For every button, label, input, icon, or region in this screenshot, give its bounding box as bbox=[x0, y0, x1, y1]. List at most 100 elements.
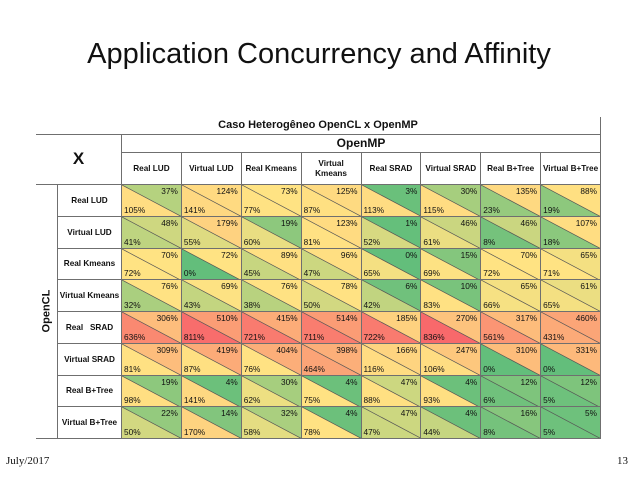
cell-top-value: 96% bbox=[340, 249, 358, 260]
cell-top-value: 61% bbox=[580, 281, 597, 292]
cell-diagonal-line bbox=[541, 280, 600, 312]
cell-diagonal-graphic bbox=[361, 280, 421, 312]
cell-diagonal-graphic bbox=[361, 312, 421, 343]
cell-top-value: 135% bbox=[515, 186, 538, 196]
heatmap-table: Caso Heterogêneo OpenCL x OpenMP X OpenM… bbox=[36, 117, 601, 439]
cell-bottom-value: 38% bbox=[243, 300, 261, 310]
cell-diagonal-graphic bbox=[181, 216, 241, 248]
cell-top-value: 4% bbox=[465, 408, 478, 419]
table-cell: 61% 65% bbox=[541, 280, 601, 312]
table-cell: 5% 5% bbox=[541, 407, 601, 439]
cell-top-value: 123% bbox=[336, 217, 358, 228]
cell-diagonal-graphic bbox=[122, 343, 181, 375]
cell-diagonal-line bbox=[181, 343, 241, 375]
cell-top-value: 12% bbox=[580, 376, 597, 387]
cell-bottom-value: 113% bbox=[363, 204, 385, 215]
cell-diagonal-line bbox=[181, 312, 241, 343]
cell-diagonal-graphic bbox=[421, 375, 481, 407]
cell-diagonal-graphic bbox=[421, 216, 481, 248]
cell-diagonal-line bbox=[241, 407, 301, 439]
row-header: Virtual Kmeans bbox=[58, 280, 122, 312]
table-cell: 46% 61% bbox=[421, 216, 482, 249]
column-header: Virtual B+Tree bbox=[541, 153, 601, 185]
cell-bottom-value: 77% bbox=[243, 204, 261, 215]
opencl-side-label: OpenCL bbox=[36, 185, 58, 439]
cell-diagonal-line bbox=[421, 375, 481, 407]
cell-bottom-value: 170% bbox=[183, 427, 206, 437]
table-cell: 14% 170% bbox=[181, 407, 242, 439]
table-cell: 12% 6% bbox=[481, 375, 542, 408]
cell-top-value: 166% bbox=[396, 344, 418, 355]
cell-bottom-value: 105% bbox=[124, 204, 146, 215]
cell-top-value: 15% bbox=[460, 249, 478, 260]
cell-top-value: 306% bbox=[156, 313, 178, 323]
cell-bottom-value: 45% bbox=[243, 268, 261, 279]
table-cell: 166% 116% bbox=[361, 343, 422, 376]
cell-bottom-value: 32% bbox=[124, 300, 141, 310]
table-cell: 70% 72% bbox=[481, 248, 542, 281]
table-cell: 70% 72% bbox=[122, 248, 182, 281]
cell-top-value: 514% bbox=[336, 313, 358, 323]
cell-diagonal-line bbox=[301, 375, 361, 407]
cell-top-value: 70% bbox=[161, 249, 178, 260]
cell-top-value: 32% bbox=[281, 408, 298, 419]
cell-diagonal-graphic bbox=[361, 407, 421, 439]
table-cell: 4% 44% bbox=[421, 407, 482, 439]
cell-bottom-value: 65% bbox=[543, 300, 560, 310]
cell-bottom-value: 19% bbox=[543, 204, 560, 215]
cell-bottom-value: 836% bbox=[423, 331, 445, 342]
cell-top-value: 4% bbox=[345, 376, 358, 387]
cell-top-value: 415% bbox=[276, 313, 298, 323]
cell-top-value: 76% bbox=[161, 281, 178, 292]
cell-diagonal-line bbox=[122, 280, 181, 312]
cell-diagonal-graphic bbox=[181, 343, 241, 375]
cell-diagonal-line bbox=[361, 407, 421, 439]
table-cell: 310% 0% bbox=[481, 343, 542, 376]
cell-diagonal-line bbox=[301, 185, 361, 216]
cell-diagonal-graphic bbox=[421, 312, 481, 343]
cell-bottom-value: 50% bbox=[124, 427, 141, 437]
cell-bottom-value: 62% bbox=[243, 395, 261, 406]
table-cell: 96% 47% bbox=[301, 248, 362, 281]
cell-diagonal-graphic bbox=[301, 312, 361, 343]
table-cell: 4% 75% bbox=[301, 375, 362, 408]
cell-diagonal-graphic bbox=[541, 312, 601, 343]
cell-diagonal-graphic bbox=[421, 280, 481, 312]
cell-top-value: 46% bbox=[520, 217, 538, 228]
cell-bottom-value: 47% bbox=[363, 427, 381, 437]
cell-top-value: 72% bbox=[221, 249, 238, 260]
cell-diagonal-line bbox=[241, 185, 301, 216]
cell-top-value: 310% bbox=[515, 344, 538, 355]
table-cell: 398% 464% bbox=[301, 343, 362, 376]
cell-diagonal-graphic bbox=[122, 312, 181, 343]
cell-diagonal-graphic bbox=[181, 407, 241, 439]
cell-top-value: 4% bbox=[345, 408, 358, 419]
cell-bottom-value: 65% bbox=[363, 268, 381, 279]
cell-diagonal-graphic bbox=[481, 216, 541, 248]
cell-bottom-value: 0% bbox=[543, 363, 556, 374]
table-cell: 69% 43% bbox=[181, 280, 242, 312]
cell-top-value: 76% bbox=[281, 281, 298, 292]
cell-top-value: 10% bbox=[460, 281, 478, 292]
cell-diagonal-line bbox=[301, 248, 361, 280]
cell-diagonal-graphic bbox=[541, 407, 601, 439]
table-cell: 76% 32% bbox=[122, 280, 182, 312]
row-header: Virtual B+Tree bbox=[58, 407, 122, 439]
cell-diagonal-graphic bbox=[301, 375, 361, 407]
cell-bottom-value: 87% bbox=[303, 204, 321, 215]
table-cell: 185% 722% bbox=[361, 312, 422, 344]
cell-bottom-value: 87% bbox=[183, 363, 201, 374]
cell-top-value: 4% bbox=[465, 376, 478, 387]
table-cell: 10% 83% bbox=[421, 280, 482, 312]
cell-diagonal-graphic bbox=[361, 216, 421, 248]
cell-bottom-value: 431% bbox=[543, 331, 565, 342]
cell-bottom-value: 93% bbox=[423, 395, 440, 406]
cell-diagonal-line bbox=[481, 343, 541, 375]
table-cell: 179% 55% bbox=[181, 216, 242, 249]
table-cell: 30% 62% bbox=[241, 375, 302, 408]
cell-top-value: 125% bbox=[336, 186, 358, 196]
cell-top-value: 179% bbox=[216, 217, 238, 228]
table-cell: 0% 65% bbox=[361, 248, 422, 281]
table-cell: 48% 41% bbox=[122, 216, 182, 249]
cell-diagonal-graphic bbox=[541, 216, 601, 248]
